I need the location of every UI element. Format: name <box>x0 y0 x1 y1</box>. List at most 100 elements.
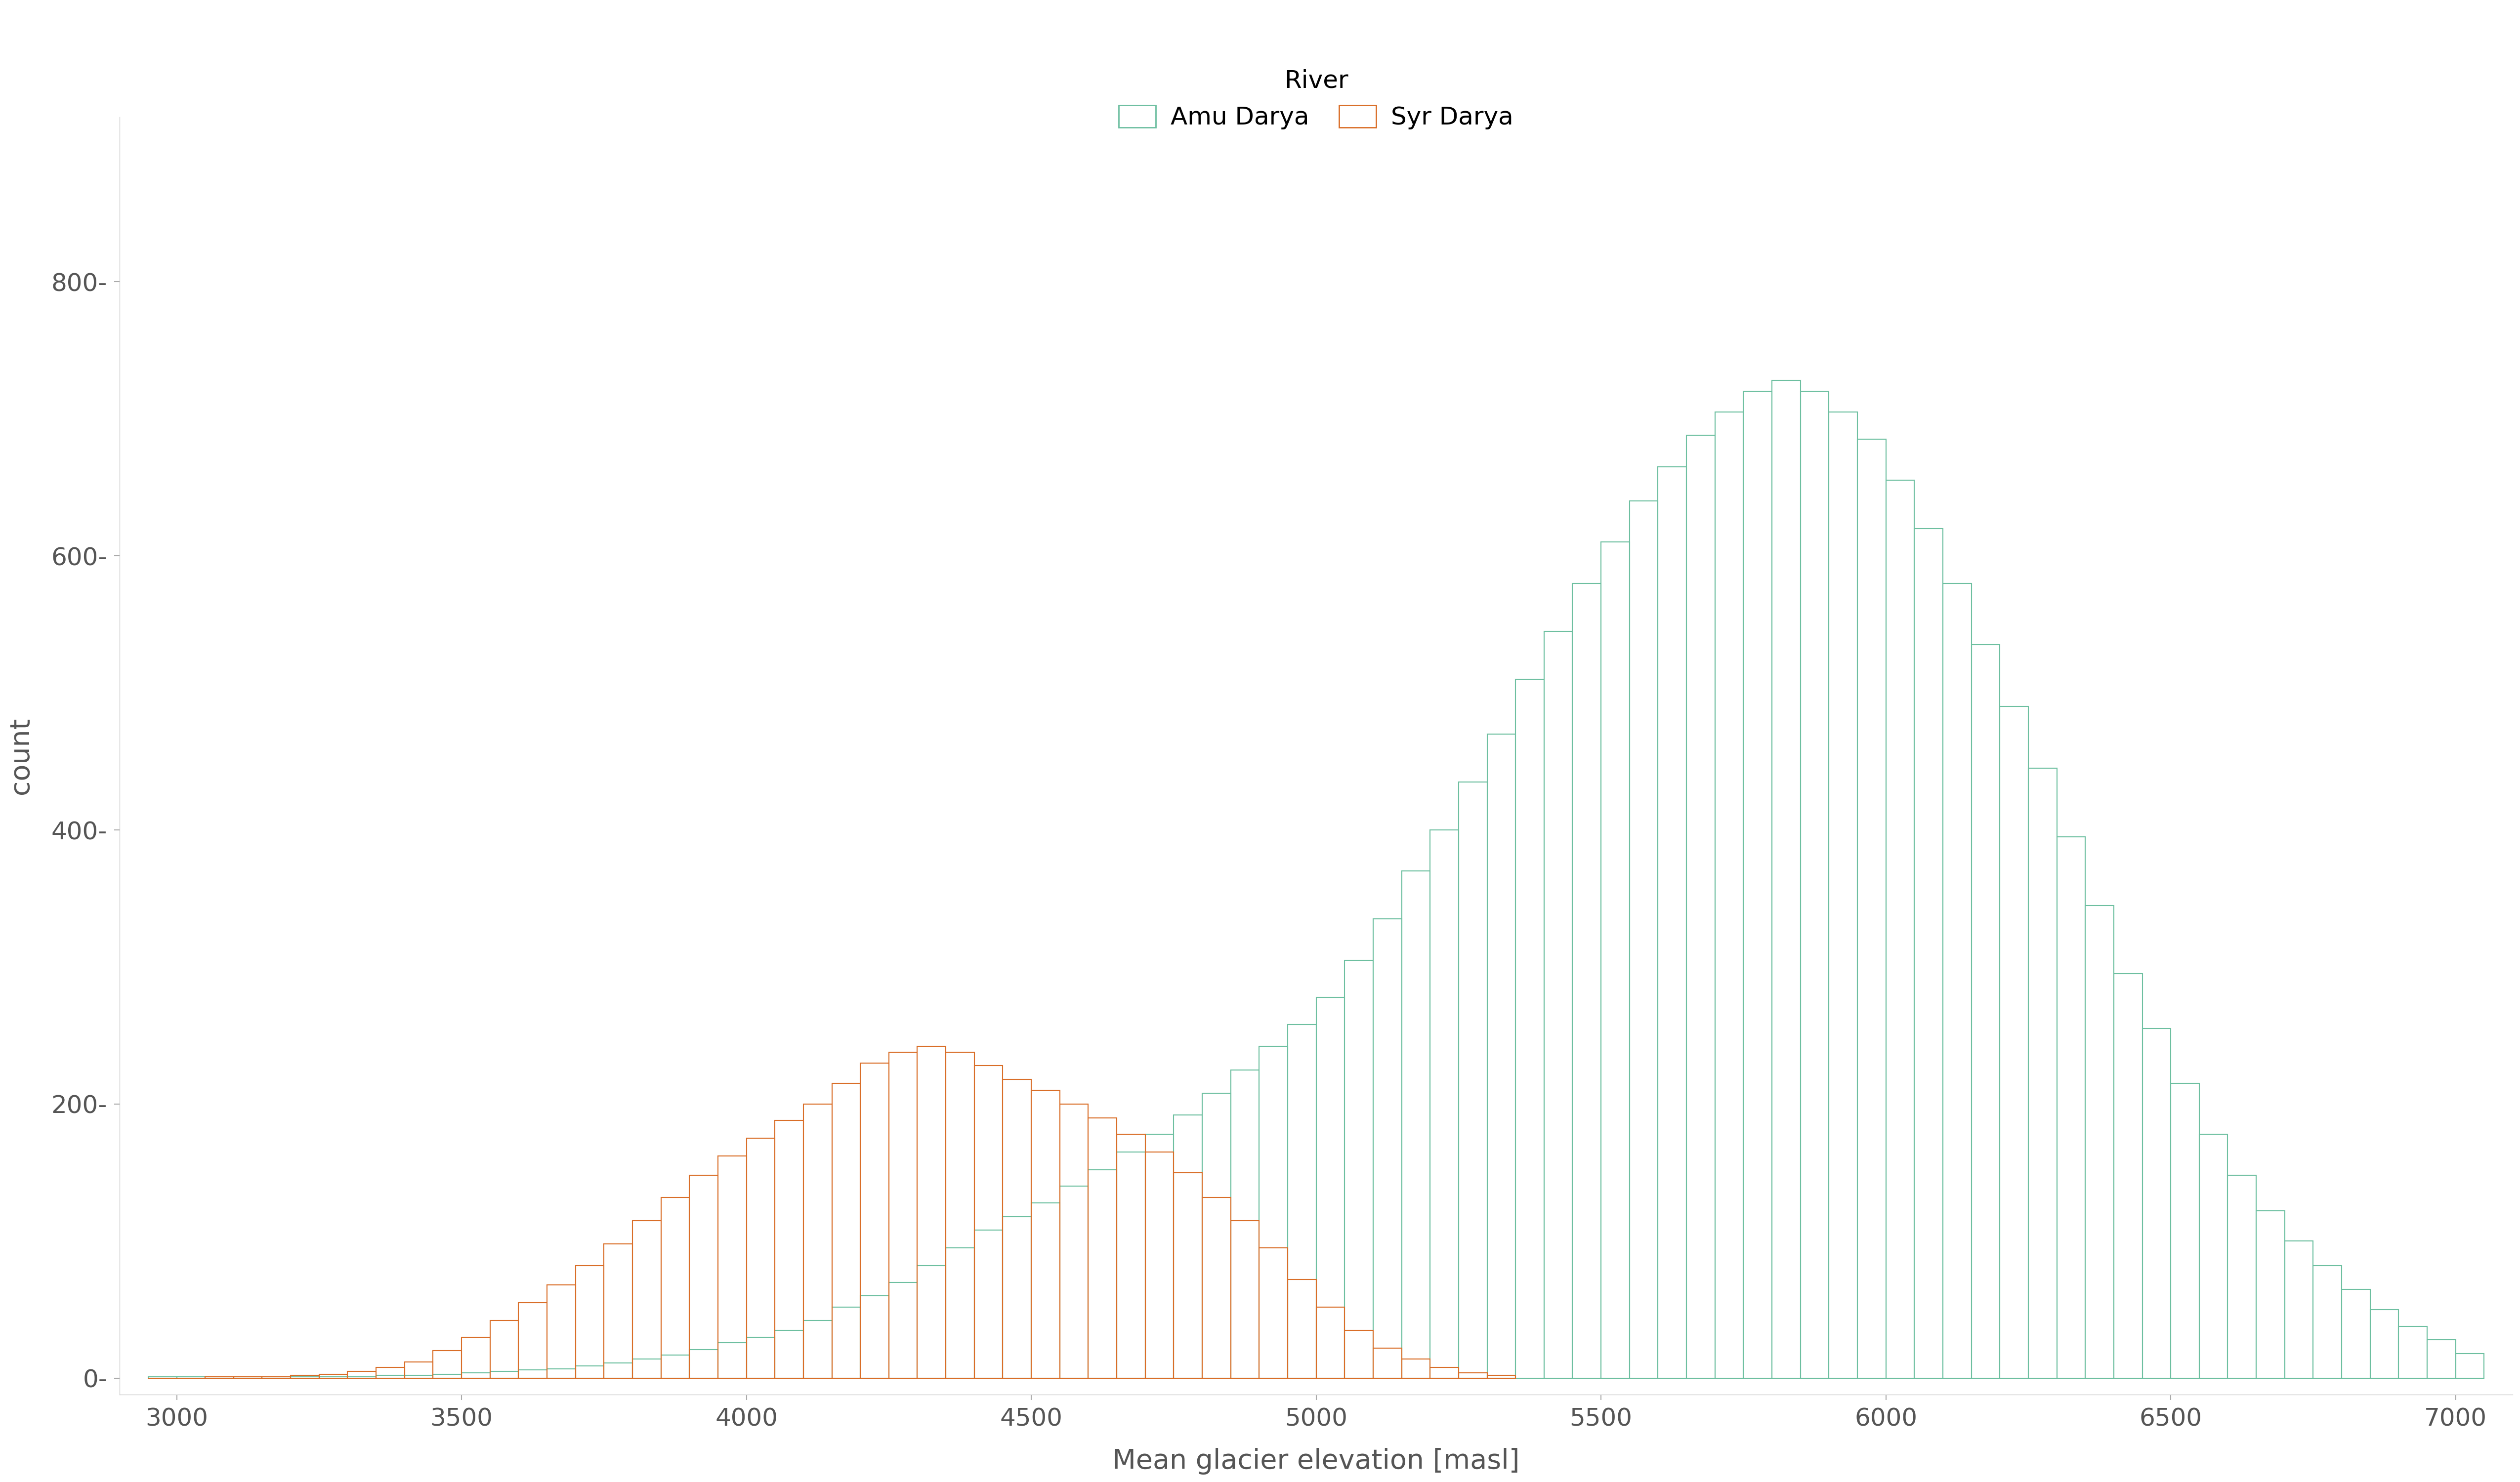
Bar <box>406 1375 433 1378</box>
Bar <box>1744 391 1772 1378</box>
Bar <box>2114 974 2142 1378</box>
Bar <box>1061 1104 1089 1378</box>
Bar <box>1772 381 1799 1378</box>
Bar <box>1346 1331 1373 1378</box>
Bar <box>2056 837 2084 1378</box>
Bar <box>2454 1353 2485 1378</box>
Bar <box>1459 782 1487 1378</box>
Bar <box>1202 1197 1230 1378</box>
Bar <box>2371 1310 2399 1378</box>
Bar <box>1373 1349 1401 1378</box>
Bar <box>375 1375 406 1378</box>
Bar <box>804 1104 832 1378</box>
Bar <box>945 1052 975 1378</box>
Bar <box>1003 1217 1031 1378</box>
Bar <box>461 1337 489 1378</box>
Bar <box>2200 1134 2228 1378</box>
Bar <box>975 1066 1003 1378</box>
Bar <box>2399 1326 2427 1378</box>
Bar <box>575 1366 605 1378</box>
Bar <box>1116 1134 1144 1378</box>
Bar <box>660 1197 690 1378</box>
Bar <box>1061 1186 1089 1378</box>
Bar <box>1031 1203 1061 1378</box>
Bar <box>1373 919 1401 1378</box>
Bar <box>1572 584 1600 1378</box>
Bar <box>1545 631 1572 1378</box>
Bar <box>660 1355 690 1378</box>
Bar <box>433 1350 461 1378</box>
Bar <box>290 1375 320 1378</box>
Bar <box>2170 1083 2200 1378</box>
Bar <box>1943 584 1971 1378</box>
Bar <box>375 1368 406 1378</box>
Bar <box>2228 1175 2255 1378</box>
Bar <box>1429 830 1459 1378</box>
Bar <box>2029 768 2056 1378</box>
Bar <box>1716 412 1744 1378</box>
Bar <box>1230 1070 1260 1378</box>
Bar <box>489 1371 519 1378</box>
Bar <box>348 1371 375 1378</box>
Bar <box>2341 1289 2371 1378</box>
Bar <box>433 1374 461 1378</box>
Bar <box>1401 1359 1429 1378</box>
Bar <box>1230 1221 1260 1378</box>
Bar <box>2427 1340 2454 1378</box>
Bar <box>2142 1029 2170 1378</box>
Bar <box>859 1295 890 1378</box>
Bar <box>1600 542 1630 1378</box>
Bar <box>1885 480 1915 1378</box>
Bar <box>1830 412 1857 1378</box>
Bar <box>1346 960 1373 1378</box>
Bar <box>1144 1152 1174 1378</box>
Bar <box>718 1343 746 1378</box>
Bar <box>774 1331 804 1378</box>
Bar <box>1003 1079 1031 1378</box>
Bar <box>1915 529 1943 1378</box>
Bar <box>1459 1372 1487 1378</box>
Bar <box>1315 997 1346 1378</box>
Bar <box>547 1369 575 1378</box>
Bar <box>832 1307 859 1378</box>
Bar <box>917 1046 945 1378</box>
Bar <box>832 1083 859 1378</box>
Bar <box>1401 871 1429 1378</box>
Bar <box>945 1248 975 1378</box>
Bar <box>859 1063 890 1378</box>
Bar <box>690 1175 718 1378</box>
Bar <box>1260 1248 1288 1378</box>
Bar <box>461 1372 489 1378</box>
Bar <box>2001 707 2029 1378</box>
Bar <box>633 1359 660 1378</box>
Bar <box>774 1120 804 1378</box>
Bar <box>746 1138 774 1378</box>
Bar <box>718 1156 746 1378</box>
Bar <box>1857 439 1885 1378</box>
Bar <box>1089 1169 1116 1378</box>
Bar <box>519 1369 547 1378</box>
Bar <box>2255 1211 2286 1378</box>
Bar <box>406 1362 433 1378</box>
Bar <box>1260 1046 1288 1378</box>
Bar <box>1686 436 1716 1378</box>
Bar <box>605 1243 633 1378</box>
Bar <box>1202 1094 1230 1378</box>
Bar <box>690 1350 718 1378</box>
Bar <box>890 1052 917 1378</box>
Bar <box>605 1363 633 1378</box>
Bar <box>1174 1114 1202 1378</box>
Bar <box>1515 679 1545 1378</box>
Bar <box>1971 645 2001 1378</box>
Bar <box>2084 906 2114 1378</box>
Bar <box>519 1303 547 1378</box>
Bar <box>975 1230 1003 1378</box>
Bar <box>1089 1117 1116 1378</box>
Bar <box>489 1320 519 1378</box>
Bar <box>1487 1375 1515 1378</box>
Bar <box>1658 467 1686 1378</box>
Bar <box>1288 1279 1315 1378</box>
Bar <box>1031 1091 1061 1378</box>
Legend: Amu Darya, Syr Darya: Amu Darya, Syr Darya <box>1109 59 1522 139</box>
Bar <box>633 1221 660 1378</box>
